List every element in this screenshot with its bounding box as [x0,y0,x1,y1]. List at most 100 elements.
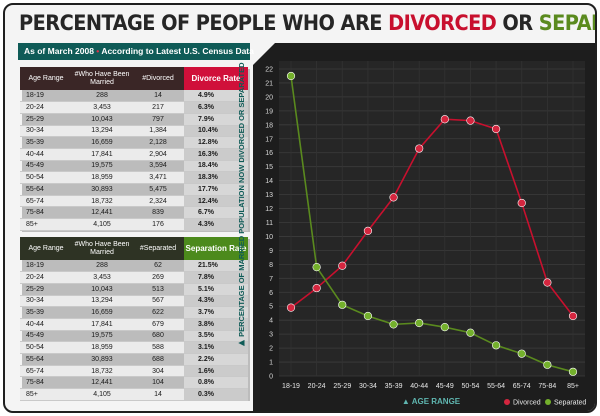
married-count-cell: 30,893 [72,183,132,196]
data-point-separated [389,320,398,329]
y-tick-label: 12 [265,206,273,213]
data-point-divorced [491,124,501,134]
divorce-count-cell: 2,904 [132,148,184,161]
y-tick-label: 20 [265,94,273,101]
divorce-table-row: 75-84 12,441 839 6.7% [20,206,248,220]
y-tick-label: 19 [265,108,273,115]
separation-count-cell: 622 [132,306,184,319]
y-tick-label: 11 [266,220,273,227]
legend-marker-separated [545,399,551,405]
y-tick-label: 21 [265,80,273,87]
x-tick-label: 50-54 [462,383,480,390]
divorce-rate-cell: 7.9% [184,113,248,126]
data-point-divorced [517,198,526,208]
age-range-cell: 85+ [20,218,72,231]
subtitle-bullet: • [93,46,102,56]
separation-table-row: 20-24 3,453 269 7.8% [20,271,248,284]
y-tick-label: 1 [269,360,273,367]
divorce-rate-cell: 12.4% [184,195,248,208]
married-count-cell: 4,105 [72,388,132,401]
separation-count-cell: 688 [132,353,184,366]
divorce-count-cell: 176 [132,218,184,231]
separation-rate-cell: 2.2% [184,353,248,366]
data-point-separated [363,311,373,321]
married-count-cell: 288 [72,260,132,273]
separation-count-cell: 567 [132,295,184,308]
separation-count-cell: 104 [132,376,184,390]
data-point-divorced [415,144,424,153]
separation-count-cell: 680 [132,330,184,343]
title-or: OR [496,11,539,35]
divorce-rate-cell: 6.3% [184,101,248,114]
divorce-table-header: #Who Have Been Married [72,67,132,90]
chart-container: 0 1 2 3 4 5 6 7 8 9 10 11 12 13 14 15 16 17 18 19 20 21 22 18-1… [253,43,595,411]
data-point-separated [415,318,424,328]
married-count-cell: 10,043 [72,113,132,126]
separation-table-row: 40-44 17,841 679 3.8% [20,318,248,331]
infographic-frame: PERCENTAGE OF PEOPLE WHO ARE DIVORCED OR… [3,3,597,413]
y-tick-label: 7 [269,276,273,283]
legend-label-divorced: Divorced [513,400,541,407]
separation-count-cell: 513 [132,283,184,296]
title-separated: SEPARATED [538,11,595,35]
data-point-divorced [338,261,347,270]
divorce-table-row: 65-74 18,732 2,324 12.4% [20,195,248,208]
married-count-cell: 12,441 [72,206,132,220]
age-range-cell: 50-54 [20,171,72,184]
age-range-cell: 35-39 [20,306,72,319]
separation-rate-cell: 4.3% [184,295,248,308]
data-point-divorced [363,226,373,235]
separation-count-cell: 304 [132,365,184,378]
age-range-cell: 65-74 [20,195,72,208]
separation-rate-cell: 3.8% [184,318,248,331]
divorce-rate-cell: 6.7% [184,206,248,220]
separation-table-row: 50-54 18,959 588 3.1% [20,341,248,354]
y-tick-label: 17 [265,136,273,143]
x-tick-label: 65-74 [513,383,531,390]
age-range-cell: 75-84 [20,376,72,390]
age-range-cell: 25-29 [20,283,72,296]
divorce-count-cell: 217 [132,101,184,114]
x-tick-label: 20-24 [308,383,326,390]
separation-rate-cell: 21.5% [184,260,248,273]
legend-label-separated: Separated [554,400,586,407]
page-title: PERCENTAGE OF PEOPLE WHO ARE DIVORCED OR… [19,11,595,39]
subtitle-source: According to Latest U.S. Census Data [101,46,254,56]
age-range-cell: 45-49 [20,160,72,173]
age-range-cell: 20-24 [20,101,72,114]
age-range-cell: 30-34 [20,125,72,138]
divorce-count-cell: 3,471 [132,171,184,184]
data-point-divorced [543,278,552,287]
series-line-divorced [290,118,574,317]
data-point-separated [543,360,552,369]
data-point-separated [312,263,321,272]
age-range-cell: 18-19 [20,260,72,273]
separation-count-cell: 679 [132,318,184,331]
x-tick-label: 40-44 [410,383,428,390]
divorce-count-cell: 5,475 [132,183,184,196]
separation-rate-cell: 0.3% [184,388,248,401]
separation-count-cell: 14 [132,388,184,401]
divorce-rate-cell: 4.3% [184,218,248,231]
age-range-cell: 65-74 [20,365,72,378]
divorce-rate-cell: 4.9% [184,90,248,103]
divorce-rate-cell: 18.3% [184,171,248,184]
divorce-table-header: Age Range [20,67,72,90]
divorce-rate-header: Divorce Rate [184,67,248,90]
x-tick-label: 55-64 [487,383,505,390]
married-count-cell: 4,105 [72,218,132,231]
data-point-divorced [286,303,296,312]
married-count-cell: 17,841 [72,318,132,331]
data-point-separated [286,71,296,81]
separation-table-header: #Who Have Been Married [72,237,132,260]
divorce-table-row: 20-24 3,453 217 6.3% [20,101,248,114]
separation-table-row: 35-39 16,659 622 3.7% [20,306,248,319]
x-tick-label: 85+ [567,383,579,390]
age-range-cell: 45-49 [20,330,72,343]
age-range-cell: 85+ [20,388,72,401]
separation-rate-cell: 3.1% [184,341,248,354]
y-tick-label: 13 [265,192,273,199]
data-point-separated [517,349,526,358]
married-count-cell: 18,732 [72,195,132,208]
data-point-divorced [466,116,475,125]
